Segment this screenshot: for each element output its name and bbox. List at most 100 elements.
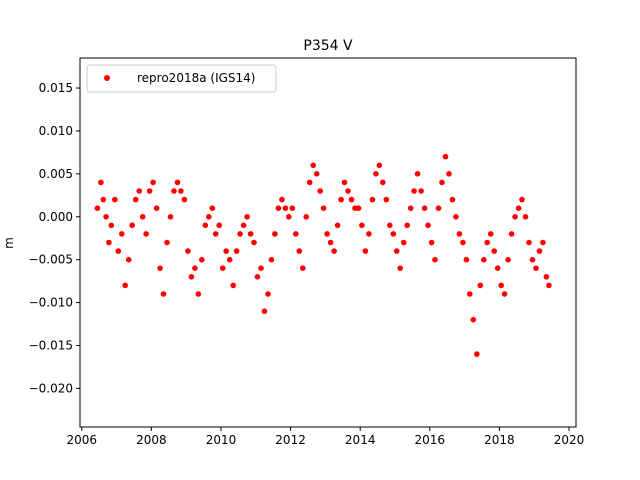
data-point [481,256,487,263]
legend-box [86,64,277,93]
plot-area: 0.015 0.010 0.005 0.000 −0.005 −0.010 −0.015 −0… [29,57,585,447]
data-point [529,256,536,263]
data-point [425,222,431,229]
data-point [449,196,456,203]
data-point [313,171,320,177]
data-point [195,291,202,297]
data-point [122,282,128,289]
data-point [380,179,386,186]
data-point [477,282,484,289]
data-point [345,188,351,194]
data-point [390,231,397,237]
data-point [338,196,344,203]
x-tick-label: 2006 [66,433,97,447]
data-point [240,222,247,229]
chart-title: P354 V [303,38,353,54]
data-point [540,239,546,246]
data-point [310,162,317,169]
data-point [103,214,109,220]
data-point [286,214,292,220]
data-point [206,214,212,220]
data-point [515,205,522,211]
data-point [230,282,236,289]
y-tick-label: −0.005 [29,253,73,267]
data-point [366,231,372,237]
data-point [498,282,505,289]
x-tick-label: 2014 [345,433,376,447]
y-axis-ticks: 0.015 0.010 0.005 0.000 −0.005 −0.010 −0.015 −0… [29,81,80,395]
data-point [223,248,229,254]
y-tick-label: 0.000 [39,210,73,224]
data-point [387,222,393,229]
data-point [484,239,491,246]
data-point [115,248,122,254]
data-point [317,188,324,194]
data-point [247,231,254,237]
data-point [212,231,219,237]
data-point [428,239,435,246]
data-point [279,196,285,203]
data-point [519,196,525,203]
data-point [383,196,390,203]
data-point [192,265,198,272]
data-point [282,205,289,211]
x-tick-label: 2012 [275,433,306,447]
data-point [393,248,400,254]
data-point [160,291,167,297]
data-point [508,231,515,237]
data-point [505,256,511,263]
plot-frame [79,57,577,428]
data-point [501,291,508,297]
data-point [188,274,195,280]
data-point [164,239,170,246]
data-point [453,214,459,220]
data-point [369,196,376,203]
legend: repro2018a (IGS14) [86,64,277,93]
data-point [546,282,552,289]
data-points [94,153,552,357]
data-point [320,205,327,211]
data-point [456,231,463,237]
x-tick-label: 2020 [554,433,585,447]
data-point [359,222,365,229]
data-point [474,351,480,357]
data-point [463,256,470,263]
data-point [94,205,101,211]
data-point [324,231,330,237]
data-point [491,248,498,254]
data-point [414,171,421,177]
y-tick-label: −0.020 [29,381,73,395]
data-point [418,188,424,194]
data-point [467,291,473,297]
y-tick-label: 0.010 [39,124,73,138]
data-point [536,248,543,254]
data-point [178,188,184,194]
data-point [167,214,174,220]
data-point [512,214,518,220]
data-point [522,214,529,220]
data-point [261,308,268,315]
y-tick-label: 0.005 [39,167,73,181]
data-point [327,239,334,246]
data-point [251,239,257,246]
data-point [237,231,243,237]
data-point [125,256,132,263]
data-point [100,196,107,203]
data-point [460,239,466,246]
data-point [272,231,278,237]
legend-label: repro2018a (IGS14) [137,71,255,85]
data-point [404,222,411,229]
data-point [209,205,216,211]
data-point [407,205,414,211]
data-point [108,222,115,229]
data-point [421,205,428,211]
data-point [143,231,149,237]
data-point [112,196,118,203]
data-point [244,214,250,220]
data-point [171,188,177,194]
data-point [202,222,209,229]
data-point [442,153,449,160]
data-point [254,274,261,280]
data-point [494,265,501,272]
data-point [400,239,407,246]
